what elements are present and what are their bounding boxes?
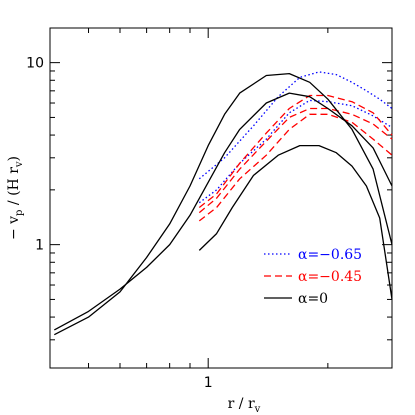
x-tick-label: 1 xyxy=(204,375,213,391)
y-tick-label: 10 xyxy=(26,56,44,72)
legend: α=−0.65 α=−0.45 α=0 xyxy=(264,247,362,307)
legend-label-alpha-065: α=−0.65 xyxy=(298,247,362,263)
y-axis-title: − vp / (H rv) xyxy=(6,156,25,240)
series-line-alpha-0-6 xyxy=(53,92,393,331)
series-line-alpha-0-7 xyxy=(198,144,393,300)
axis-ticks xyxy=(49,28,392,368)
x-axis-title: r / rv xyxy=(228,396,261,415)
x-axis-title-subscript: v xyxy=(254,404,261,415)
y-axis-title-subscript-v: v xyxy=(14,161,25,168)
axis-tick-labels: 1 1 10 xyxy=(26,56,212,391)
legend-label-alpha-045: α=−0.45 xyxy=(298,269,362,285)
series-line-alpha-0-5 xyxy=(54,72,393,336)
series-line-alpha-045-2 xyxy=(198,94,393,209)
series-line-alpha-065-0 xyxy=(198,71,393,180)
plot-frame xyxy=(49,27,393,369)
y-axis-title-subscript-p: p xyxy=(14,210,25,216)
legend-label-alpha-0: α=0 xyxy=(298,291,328,307)
series-layer xyxy=(53,71,393,336)
series-line-alpha-045-4 xyxy=(198,113,393,222)
y-tick-label: 1 xyxy=(35,238,44,254)
